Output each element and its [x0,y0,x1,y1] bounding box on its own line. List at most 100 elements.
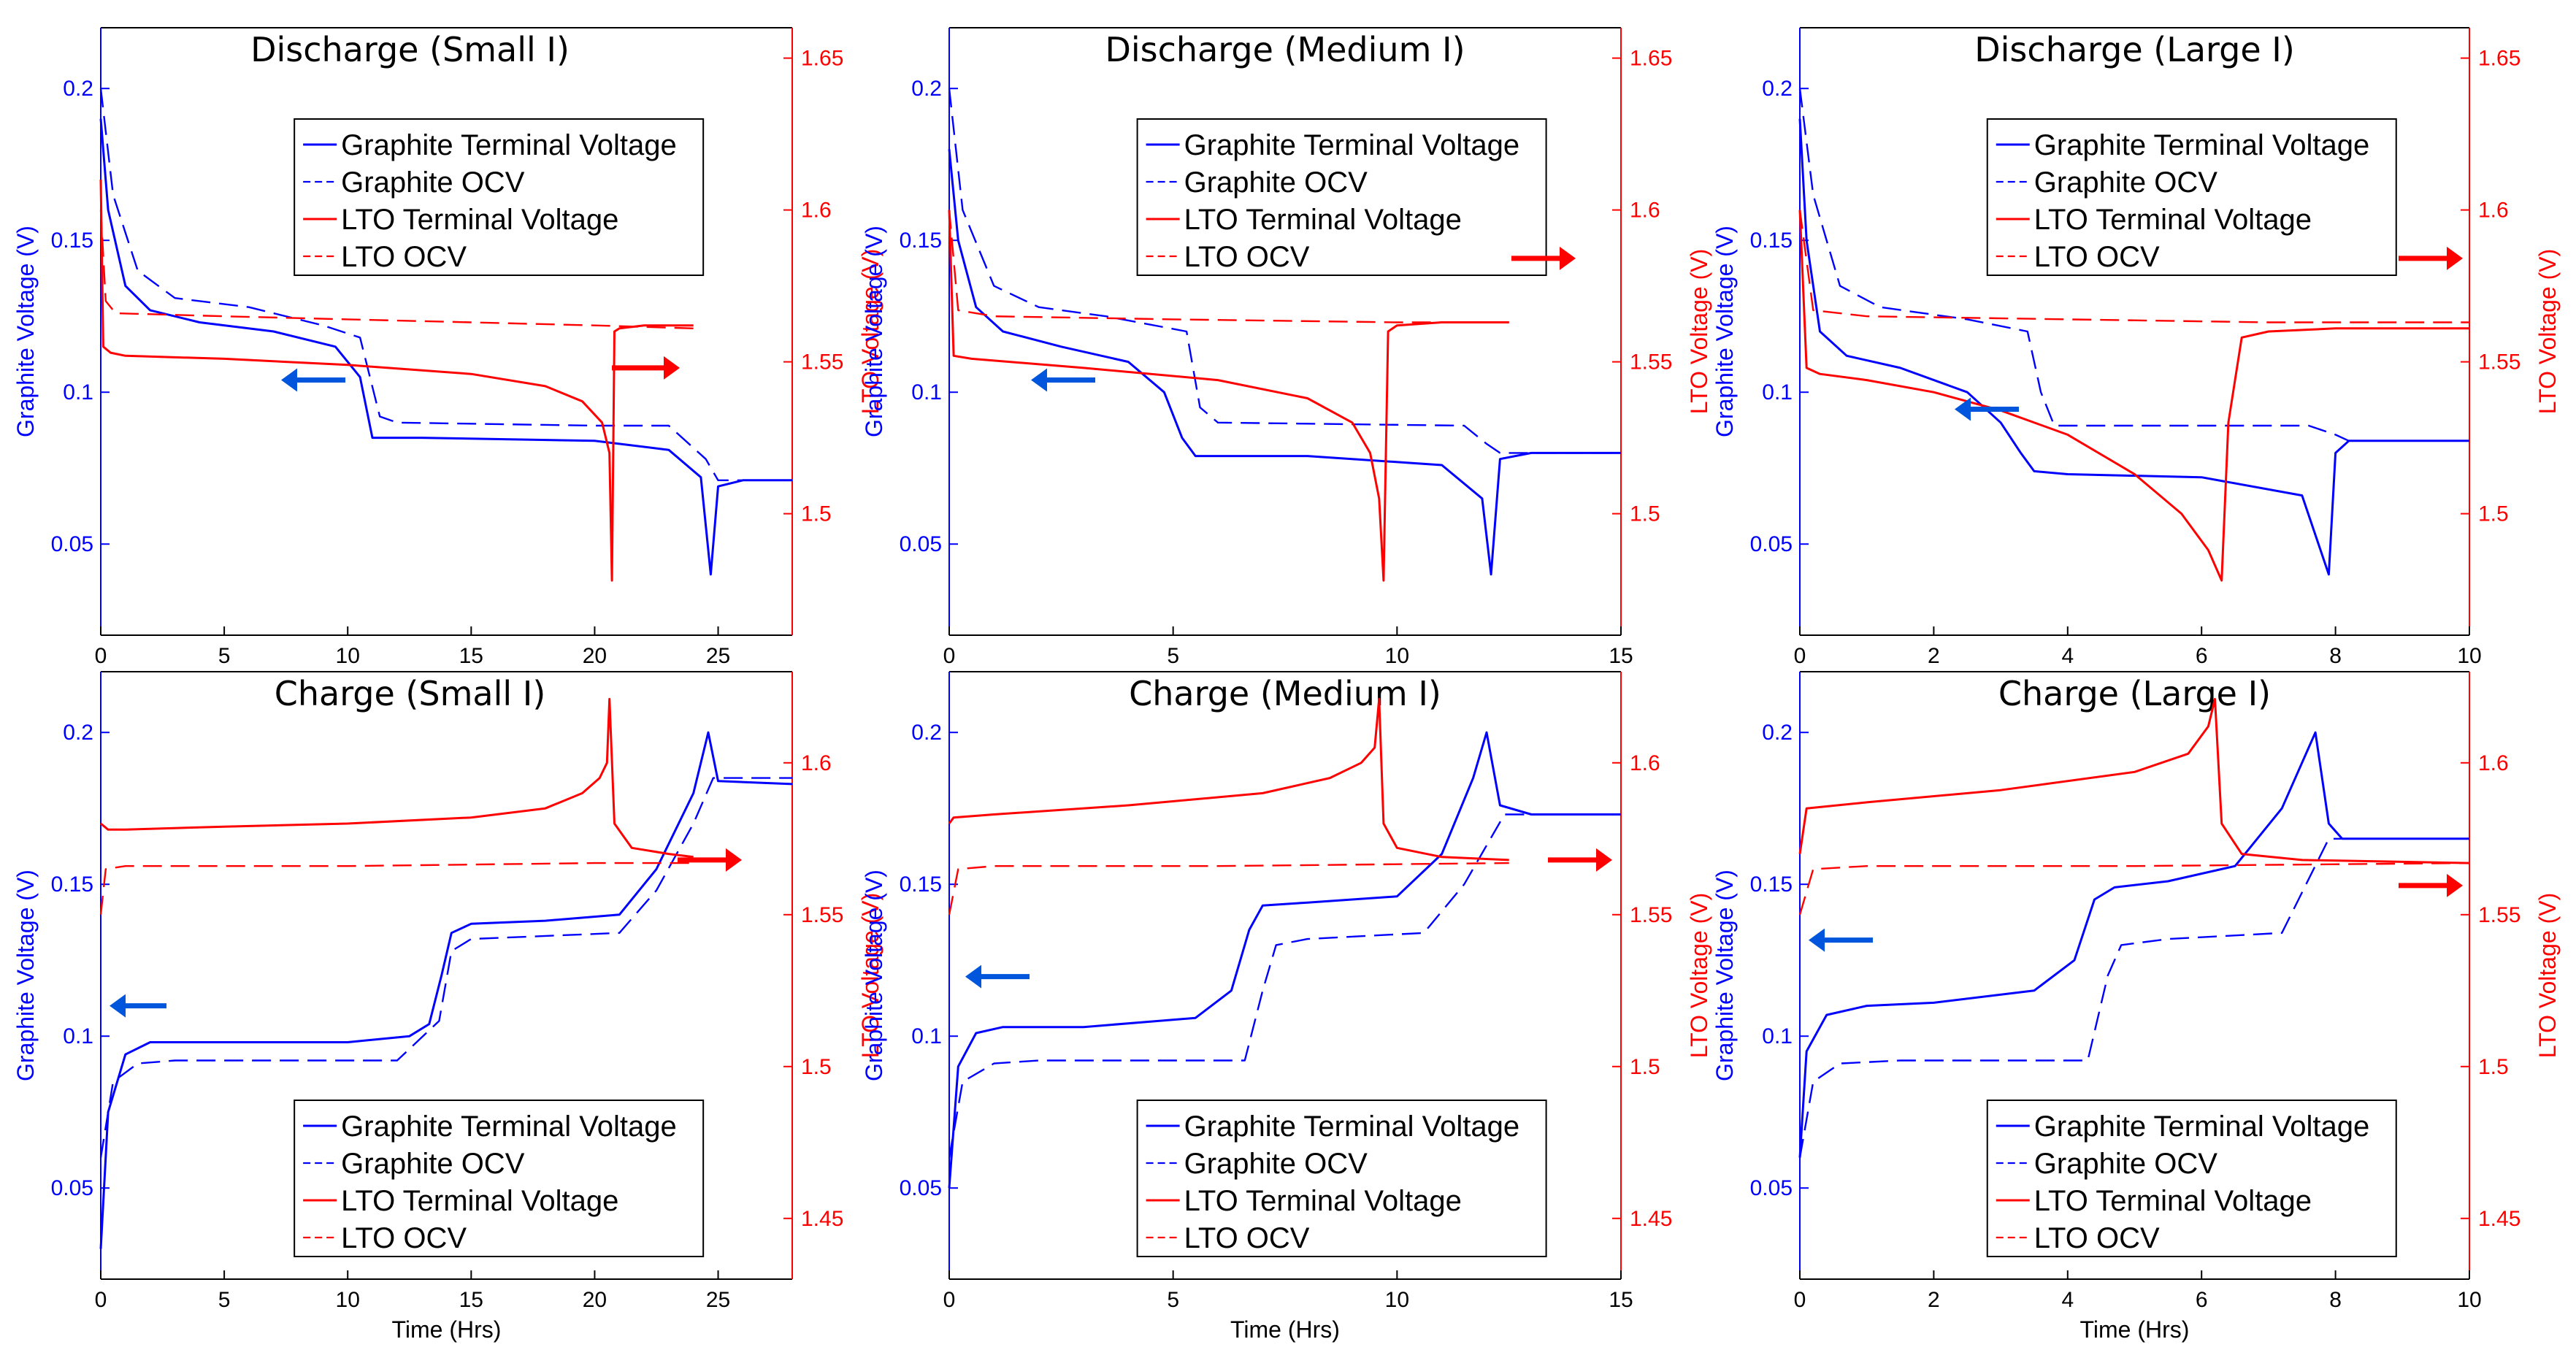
x-tick-label: 0 [95,644,107,668]
series-lto-ocv [948,862,1509,916]
y2-tick-label: 1.5 [2478,1055,2509,1079]
y2-tick-label: 1.5 [801,1055,832,1079]
left-arrow-head [1955,397,1971,421]
legend: Graphite Terminal Voltage Graphite OCV LTO… [1986,1100,2397,1257]
legend-label: Graphite Terminal Voltage [2034,129,2370,161]
legend-label: LTO Terminal Voltage [2034,204,2312,236]
legend: Graphite Terminal Voltage Graphite OCV LTO… [1136,118,1547,276]
y-tick-label: 0.2 [1762,721,1793,745]
x-tick-label: 25 [706,1288,730,1312]
y-tick-label: 0.1 [911,380,942,404]
y-tick-label: 0.15 [51,872,93,897]
y-axis-label: Graphite Voltage (V) [861,870,887,1081]
x-tick-label: 2 [1928,644,1940,668]
legend: Graphite Terminal Voltage Graphite OCV LTO… [1136,1100,1547,1257]
x-axis-label: Time (Hrs) [392,1316,502,1343]
y-tick-label: 0.1 [1762,380,1793,404]
series-graphite-ocv [948,813,1621,1158]
series-lto-terminal-voltage [948,697,1509,862]
legend-label: Graphite OCV [341,1148,525,1180]
legend-label: Graphite OCV [1184,166,1368,199]
series-graphite-ocv [99,88,792,481]
legend-label: Graphite OCV [2034,166,2218,199]
panel-1: 0 5 10 15 20 25 0.05 0.1 0.15 0.2 1.5 1.55 1.6 1.65 Gr… [12,27,883,668]
series-lto-ocv [948,210,1509,323]
x-tick-label: 10 [336,644,360,668]
x-tick-label: 15 [1609,644,1633,668]
y-tick-label: 0.2 [1762,77,1793,101]
x-tick-label: 4 [2061,644,2074,668]
x-tick-label: 15 [459,644,483,668]
y2-tick-label: 1.6 [801,751,832,775]
legend-label: LTO Terminal Voltage [341,204,618,236]
y-tick-label: 0.1 [1762,1024,1793,1048]
y-tick-label: 0.05 [900,1176,942,1200]
legend-label: Graphite Terminal Voltage [341,1110,677,1143]
y-tick-label: 0.1 [63,380,93,404]
x-tick-label: 15 [459,1288,483,1312]
legend-label: Graphite Terminal Voltage [341,129,677,161]
panel-3: 0 2 4 6 8 10 0.05 0.1 0.15 0.2 1.5 1.55 1.6 1.65 Graph… [1711,27,2561,668]
legend-label: LTO OCV [1184,1222,1310,1254]
series-graphite-ocv [1798,88,2469,442]
y2-tick-label: 1.65 [1630,47,1672,71]
y-axis-label: Graphite Voltage (V) [12,226,39,437]
y2-tick-label: 1.65 [2478,47,2521,71]
left-arrow-head [110,994,126,1018]
y2-tick-label: 1.55 [801,903,843,927]
series-lto-terminal-voltage [948,210,1509,582]
legend-box [1986,118,2397,276]
y2-axis-label: LTO Voltage (V) [2534,249,2561,414]
x-tick-label: 8 [2329,644,2342,668]
right-arrow-head [664,356,680,380]
panel-5: 0 5 10 15 0.05 0.1 0.15 0.2 1.45 1.5 1.55 1.6 Graphi… [861,671,1712,1343]
left-arrow-head [1031,368,1047,392]
chart-title: Discharge (Medium I) [1105,30,1465,69]
y-axis-label: Graphite Voltage (V) [861,226,887,437]
legend-box [1136,118,1547,276]
x-tick-label: 2 [1928,1288,1940,1312]
x-tick-label: 15 [1609,1288,1633,1312]
series-lto-terminal-voltage [1798,697,2470,864]
legend-box [294,1100,705,1257]
legend-label: LTO Terminal Voltage [1184,204,1462,236]
y2-tick-label: 1.6 [801,199,832,223]
y-axis-label: Graphite Voltage (V) [12,870,39,1081]
panel-4: 0 5 10 15 20 25 0.05 0.1 0.15 0.2 1.45 1.5 1.55 1.6 Gr… [12,671,883,1343]
x-axis-label: Time (Hrs) [1230,1316,1340,1343]
series-lto-ocv [1798,862,2470,916]
x-tick-label: 20 [583,644,607,668]
y-tick-label: 0.05 [1750,1176,1793,1200]
legend-box [1986,1100,2397,1257]
y2-tick-label: 1.55 [801,350,843,375]
legend-label: Graphite Terminal Voltage [2034,1110,2370,1143]
y2-axis-label: LTO Voltage (V) [857,249,883,414]
series-graphite-terminal-voltage [99,731,793,1249]
x-tick-label: 20 [583,1288,607,1312]
y2-tick-label: 1.5 [1630,502,1660,526]
y2-axis-label: LTO Voltage (V) [2534,893,2561,1058]
y-axis-label: Graphite Voltage (V) [1711,226,1738,437]
legend-label: LTO OCV [341,1222,467,1254]
legend-label: LTO Terminal Voltage [1184,1185,1462,1217]
y-tick-label: 0.05 [51,1176,93,1200]
series-graphite-terminal-voltage [1798,118,2469,576]
right-arrow-head [2447,246,2463,270]
legend-label: Graphite Terminal Voltage [1184,129,1520,161]
series-lto-terminal-voltage [100,697,694,859]
series-lto-terminal-voltage [1798,210,2469,582]
series-graphite-terminal-voltage [948,149,1621,576]
y2-tick-label: 1.55 [2478,903,2521,927]
panel-6: 0 2 4 6 8 10 0.05 0.1 0.15 0.2 1.45 1.5 1.55 1.6 Graph… [1711,671,2561,1343]
legend-label: Graphite Terminal Voltage [1184,1110,1520,1143]
legend-box [294,118,705,276]
x-tick-label: 25 [706,644,730,668]
y2-tick-label: 1.65 [801,47,843,71]
legend-label: LTO OCV [341,241,467,273]
chart-title: Discharge (Small I) [250,30,570,69]
y-tick-label: 0.2 [911,77,942,101]
y2-tick-label: 1.45 [1630,1207,1672,1231]
legend: Graphite Terminal Voltage Graphite OCV LTO… [294,1100,705,1257]
y2-tick-label: 1.55 [1630,903,1672,927]
